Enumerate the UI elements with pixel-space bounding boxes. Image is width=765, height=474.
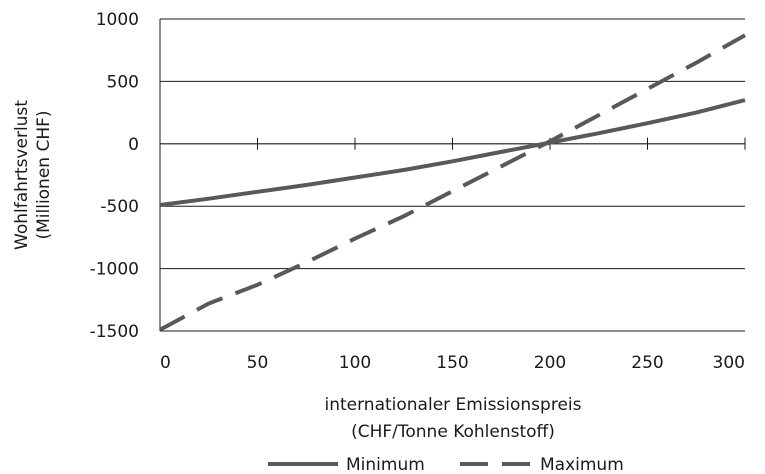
x-tick-label: 50 [247,353,269,373]
legend-label-minimum: Minimum [346,455,425,474]
x-tick-label: 200 [534,353,566,373]
tick-labels: 1000 500 0 -500 -1000 -1500 0 50 100 150 200 250 300 [90,10,745,373]
y-axis-title-line1: Wohlfahrtsverlust [12,100,32,250]
y-tick-label: 500 [107,72,139,92]
x-tick-label: 300 [713,353,745,373]
y-tick-label: 0 [128,135,139,155]
y-tick-label: 1000 [96,10,139,30]
x-tick-label: 0 [160,353,171,373]
y-tick-label: -1500 [90,322,139,342]
y-tick-label: -1000 [90,260,139,280]
x-tick-label: 250 [631,353,663,373]
x-tick-label: 150 [436,353,468,373]
series-line-maximum [159,33,746,332]
y-tick-label: -500 [100,197,139,217]
series-line-minimum [159,98,746,207]
x-axis-title-line2: (CHF/Tonne Kohlenstoff) [351,422,555,442]
grid-lines [159,18,746,332]
x-tick-label: 100 [339,353,371,373]
legend: Minimum Maximum [268,455,624,474]
x-axis-title-line1: internationaler Emissionspreis [324,395,581,415]
series-lines [159,33,746,332]
y-axis-title-line2: (Millionen CHF) [34,110,54,239]
legend-label-maximum: Maximum [540,455,624,474]
